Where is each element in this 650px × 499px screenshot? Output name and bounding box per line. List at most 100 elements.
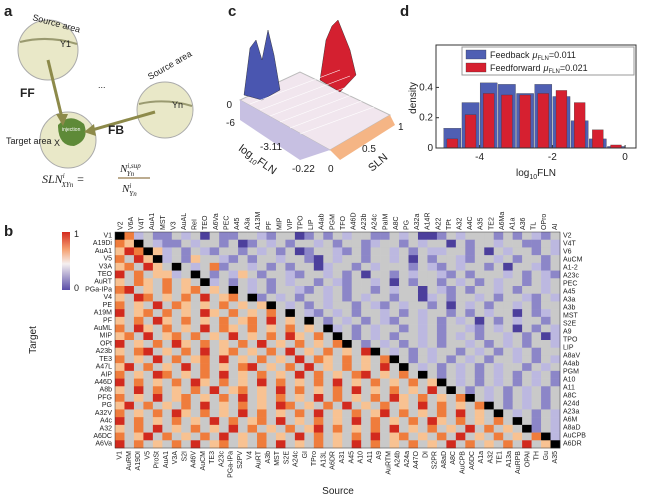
heat-cell [417,293,428,302]
heat-cell [257,424,267,433]
heat-cell [133,340,144,349]
heat-cell [171,239,182,248]
heat-cell [522,239,532,248]
heat-cell [361,347,371,356]
heat-cell [332,440,343,449]
heat-cell [304,262,315,271]
heat-cell [143,232,154,241]
heat-cell [219,270,229,279]
f: i [63,172,65,180]
heat-cell [257,417,267,426]
heat-cell [522,301,532,310]
heat-cell [162,340,173,349]
heat-cell [493,417,504,426]
f: XYn [61,181,74,189]
heat-cell [465,440,476,449]
heat-cell [361,386,371,395]
heat-cell [143,347,154,356]
front-face [240,100,330,160]
heat-cell [124,440,135,449]
heat-cell [389,440,400,449]
heat-cell [275,409,286,418]
heat-cell [361,301,371,310]
heat-cell [436,286,447,295]
heat-cell [124,394,135,403]
heat-cell [171,355,182,364]
heat-cell [380,363,390,372]
heat-cell [285,378,296,387]
heat-cell [313,286,324,295]
heat-cell [294,440,305,449]
heat-cell [408,316,419,325]
heat-cell [484,309,495,318]
row-label: A32V [95,410,112,417]
heat-cell [200,378,210,387]
heat-cell [171,324,182,333]
col-label: GI [302,451,309,458]
heat-cell [380,324,390,333]
heat-cell [399,239,409,248]
heat-cell [238,316,248,325]
heat-cell [152,424,163,433]
heat-cell [181,316,192,325]
heat-cell [228,440,239,449]
heat-cell [342,324,353,333]
heat-cell [152,370,163,379]
row-label: LIP [563,345,574,352]
heat-cell [152,239,163,248]
heat-cell [190,309,201,318]
heat-cell [238,355,248,364]
heat-cell [427,278,438,287]
heat-cell [503,401,513,410]
row-label: MIP [100,333,113,340]
heat-cell [181,363,192,372]
heat-cell [351,316,362,325]
heat-cell [190,332,201,341]
heat-cell [200,309,210,318]
heat-cell [285,255,296,264]
heat-cell [304,247,315,256]
heat-cell [389,332,400,341]
heat-cell [522,324,532,333]
heat-cell [190,347,201,356]
heat-cell [190,378,201,387]
heat-cell [209,347,220,356]
legend-label: Feedforward μFLN=0.021 [490,63,588,75]
col-label: A8C [393,216,400,230]
heat-cell [503,316,513,325]
heat-cell [531,409,542,418]
heat-cell [361,239,371,248]
heat-cell [115,355,125,364]
heat-cell [465,340,476,349]
formula: SLNi XYn = [42,172,84,189]
heat-cell [455,440,466,449]
heat-cell [512,340,523,349]
col-label: V2 [117,221,124,230]
heat-cell [541,255,551,264]
heat-cell [115,262,125,271]
heat-cell [522,386,532,395]
heat-cell [446,440,457,449]
heat-cell [436,401,447,410]
heat-cell [124,286,135,295]
heat-cell [342,394,353,403]
heat-cell [427,286,438,295]
heat-cell [342,278,353,287]
row-label: AuRT [94,279,112,286]
heat-cell [266,239,277,248]
heat-cell [115,409,125,418]
heat-cell [294,409,305,418]
heat-cell [550,378,561,387]
heat-cell [531,286,542,295]
heat-cell [465,316,476,325]
heat-cell [285,424,296,433]
heat-cell [247,370,258,379]
heat-cell [417,262,428,271]
heat-cell [399,347,409,356]
col-label: V6A [128,216,135,230]
col-label: A8aD [441,451,448,469]
heat-cell [531,432,542,441]
heat-cell [351,239,362,248]
colorbar-label: 0 [74,283,79,293]
heat-cell [493,293,504,302]
